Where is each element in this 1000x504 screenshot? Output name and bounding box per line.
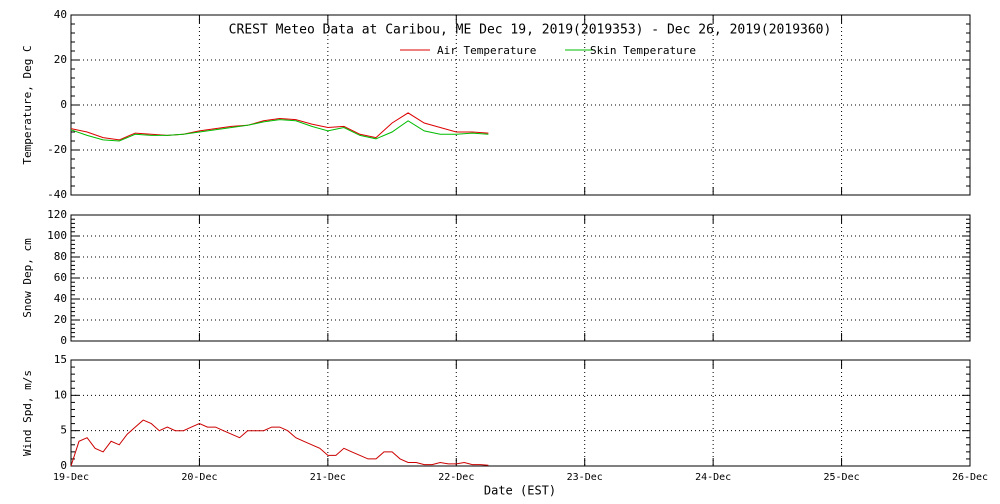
y-tick-label: 15 [54,353,67,366]
y-tick-label: -20 [47,143,67,156]
data-line [70,119,489,142]
y-tick-label: 10 [54,388,67,401]
x-tick-label: 25-Dec [824,472,860,483]
legend-label: Air Temperature [437,44,536,57]
x-tick-label: 24-Dec [695,472,731,483]
y-tick-label: 80 [54,250,67,263]
plot-frame [70,214,971,342]
y-tick-label: 20 [54,313,67,326]
y-tick-label: 100 [47,229,67,242]
y-tick-label: 0 [60,98,67,111]
x-tick-label: 21-Dec [310,472,346,483]
plot-frame [70,359,971,467]
data-line [70,419,489,467]
data-line [70,112,489,141]
y-axis-label: Snow Dep, cm [21,238,34,318]
y-tick-label: 40 [54,292,67,305]
x-tick-label: 19-Dec [53,472,89,483]
y-tick-label: 20 [54,53,67,66]
y-axis-label: Wind Spd, m/s [21,370,34,456]
x-tick-label: 20-Dec [181,472,217,483]
x-tick-label: 23-Dec [567,472,603,483]
x-axis-label: Date (EST) [484,484,556,498]
legend-label: Skin Temperature [590,44,696,57]
y-axis-label: Temperature, Deg C [21,45,34,164]
x-tick-label: 22-Dec [438,472,474,483]
y-tick-label: 120 [47,208,67,221]
y-tick-label: 5 [60,424,67,437]
x-tick-label: 26-Dec [952,472,988,483]
y-tick-label: 0 [60,459,67,472]
y-tick-label: 40 [54,8,67,21]
y-tick-label: 0 [60,334,67,347]
chart-title: CREST Meteo Data at Caribou, ME Dec 19, … [229,23,832,38]
y-tick-label: 60 [54,271,67,284]
plot-frame [70,14,971,196]
y-tick-label: -40 [47,188,67,201]
